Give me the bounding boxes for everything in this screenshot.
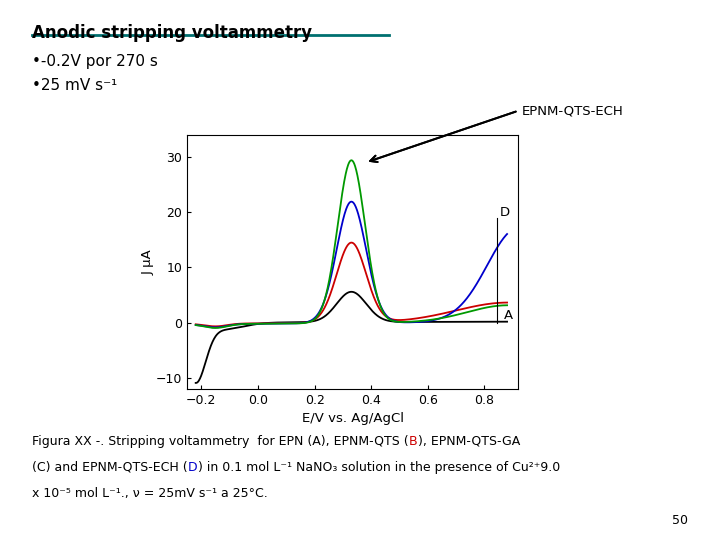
Text: •25 mV s⁻¹: •25 mV s⁻¹	[32, 78, 117, 93]
Text: •-0.2V por 270 s: •-0.2V por 270 s	[32, 54, 158, 69]
X-axis label: E/V vs. Ag/AgCl: E/V vs. Ag/AgCl	[302, 412, 404, 425]
Text: x 10⁻⁵ mol L⁻¹., ν = 25mV s⁻¹ a 25°C.: x 10⁻⁵ mol L⁻¹., ν = 25mV s⁻¹ a 25°C.	[32, 487, 268, 500]
Text: D: D	[500, 206, 510, 219]
Text: 50: 50	[672, 514, 688, 526]
Text: D: D	[188, 461, 198, 474]
Text: A: A	[504, 309, 513, 322]
Y-axis label: J μA: J μA	[142, 249, 155, 275]
Text: ) in 0.1 mol L⁻¹ NaNO₃ solution in the presence of Cu²⁺9.0: ) in 0.1 mol L⁻¹ NaNO₃ solution in the p…	[198, 461, 560, 474]
Text: ), EPNM-QTS-GA: ), EPNM-QTS-GA	[418, 435, 520, 448]
Text: Figura XX -. Stripping voltammetry  for EPN (A), EPNM-QTS (: Figura XX -. Stripping voltammetry for E…	[32, 435, 409, 448]
Text: (C) and EPNM-QTS-ECH (: (C) and EPNM-QTS-ECH (	[32, 461, 188, 474]
Text: EPNM-QTS-ECH: EPNM-QTS-ECH	[522, 104, 624, 117]
Text: Anodic stripping voltammetry: Anodic stripping voltammetry	[32, 24, 312, 42]
Text: B: B	[409, 435, 418, 448]
